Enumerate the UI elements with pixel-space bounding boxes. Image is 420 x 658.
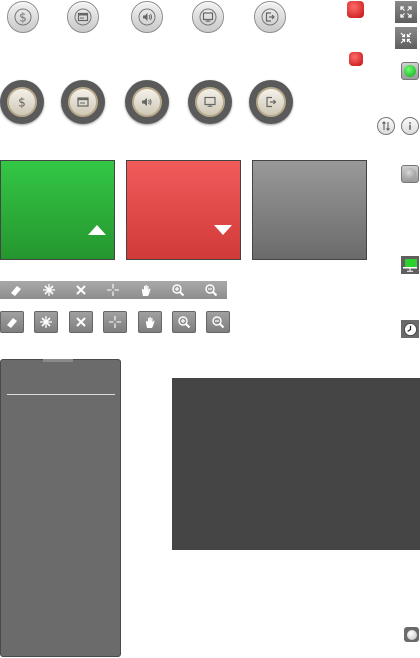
close-icon [76, 317, 86, 327]
status-online-indicator [401, 62, 419, 80]
zoom-out-button[interactable] [206, 311, 230, 333]
speaker-ring-button[interactable] [125, 80, 169, 124]
monitor-icon [204, 96, 216, 107]
clock-icon [401, 320, 419, 338]
hand-icon [146, 317, 155, 328]
speaker-ring-face [132, 87, 162, 117]
zoom-in-tool[interactable] [162, 281, 194, 299]
gray-dot-button[interactable] [404, 627, 419, 642]
hand-icon [141, 285, 151, 296]
exit-ring-face [256, 87, 286, 117]
no-crosshair-icon [40, 316, 52, 328]
red-tile[interactable] [126, 160, 241, 260]
sync-button[interactable] [377, 117, 395, 135]
no-crosshair-tool[interactable] [32, 281, 64, 299]
expand-icon [400, 6, 412, 18]
gray-dot [406, 629, 417, 640]
card-icon [77, 97, 89, 107]
dollar-ring-button[interactable]: $ [0, 80, 44, 124]
no-crosshair-icon [42, 284, 55, 296]
card-ring-button[interactable] [61, 80, 105, 124]
zoom-in-icon [178, 316, 191, 329]
no-crosshair-button[interactable] [34, 311, 58, 333]
monitor-ring-button[interactable] [188, 80, 232, 124]
svg-text:$: $ [18, 96, 26, 110]
eraser-icon [11, 286, 22, 296]
collapse-button[interactable] [395, 27, 417, 49]
exit-ring-button[interactable] [249, 80, 293, 124]
dollar-button[interactable]: $ [7, 1, 39, 33]
monitor-ring-face [195, 87, 225, 117]
tool-strip [0, 281, 227, 299]
monitor-icon [199, 8, 217, 26]
dollar-icon: $ [18, 96, 26, 110]
monitor-status-icon [401, 256, 419, 274]
hand-button[interactable] [138, 311, 162, 333]
gray-status-dot [404, 168, 416, 180]
status-offline-indicator [401, 165, 419, 183]
dollar-icon: $ [14, 8, 32, 26]
card-icon [74, 8, 92, 26]
zoom-out-icon [212, 316, 225, 329]
down-arrow-icon [214, 225, 232, 235]
info-icon [409, 122, 411, 130]
hand-tool[interactable] [130, 281, 162, 299]
expand-button[interactable] [395, 1, 417, 23]
crosshair-tool[interactable] [97, 281, 129, 299]
exit-icon [266, 96, 277, 108]
exit-icon [261, 8, 279, 26]
monitor-button[interactable] [192, 1, 224, 33]
card-button[interactable] [67, 1, 99, 33]
crosshair-icon [107, 284, 120, 296]
zoom-out-icon [205, 284, 217, 297]
green-status-dot [404, 65, 416, 77]
eraser-icon [7, 318, 17, 328]
dollar-ring-face: $ [7, 87, 37, 117]
speaker-icon [138, 8, 156, 26]
crosshair-icon [109, 316, 121, 328]
dark-content-panel [172, 378, 420, 550]
eraser-button[interactable] [0, 311, 24, 333]
side-panel [0, 359, 121, 657]
panel-divider [7, 394, 115, 395]
gray-tile[interactable] [252, 160, 367, 260]
card-ring-face [68, 87, 98, 117]
red-indicator-small [349, 52, 363, 66]
info-button[interactable] [401, 117, 419, 135]
close-icon [76, 285, 86, 295]
speaker-button[interactable] [131, 1, 163, 33]
crosshair-button[interactable] [103, 311, 127, 333]
sync-icon [382, 121, 390, 131]
panel-tab-notch [43, 359, 73, 362]
close-button[interactable] [69, 311, 93, 333]
svg-text:$: $ [19, 11, 27, 25]
zoom-in-icon [172, 284, 185, 297]
green-tile[interactable] [0, 160, 115, 260]
collapse-icon [400, 32, 412, 44]
eraser-tool[interactable] [0, 281, 32, 299]
zoom-out-tool[interactable] [195, 281, 227, 299]
zoom-in-button[interactable] [172, 311, 196, 333]
exit-button[interactable] [254, 1, 286, 33]
close-tool[interactable] [65, 281, 97, 299]
red-indicator-large [347, 1, 364, 18]
up-arrow-icon [88, 225, 106, 235]
speaker-icon [142, 98, 152, 106]
